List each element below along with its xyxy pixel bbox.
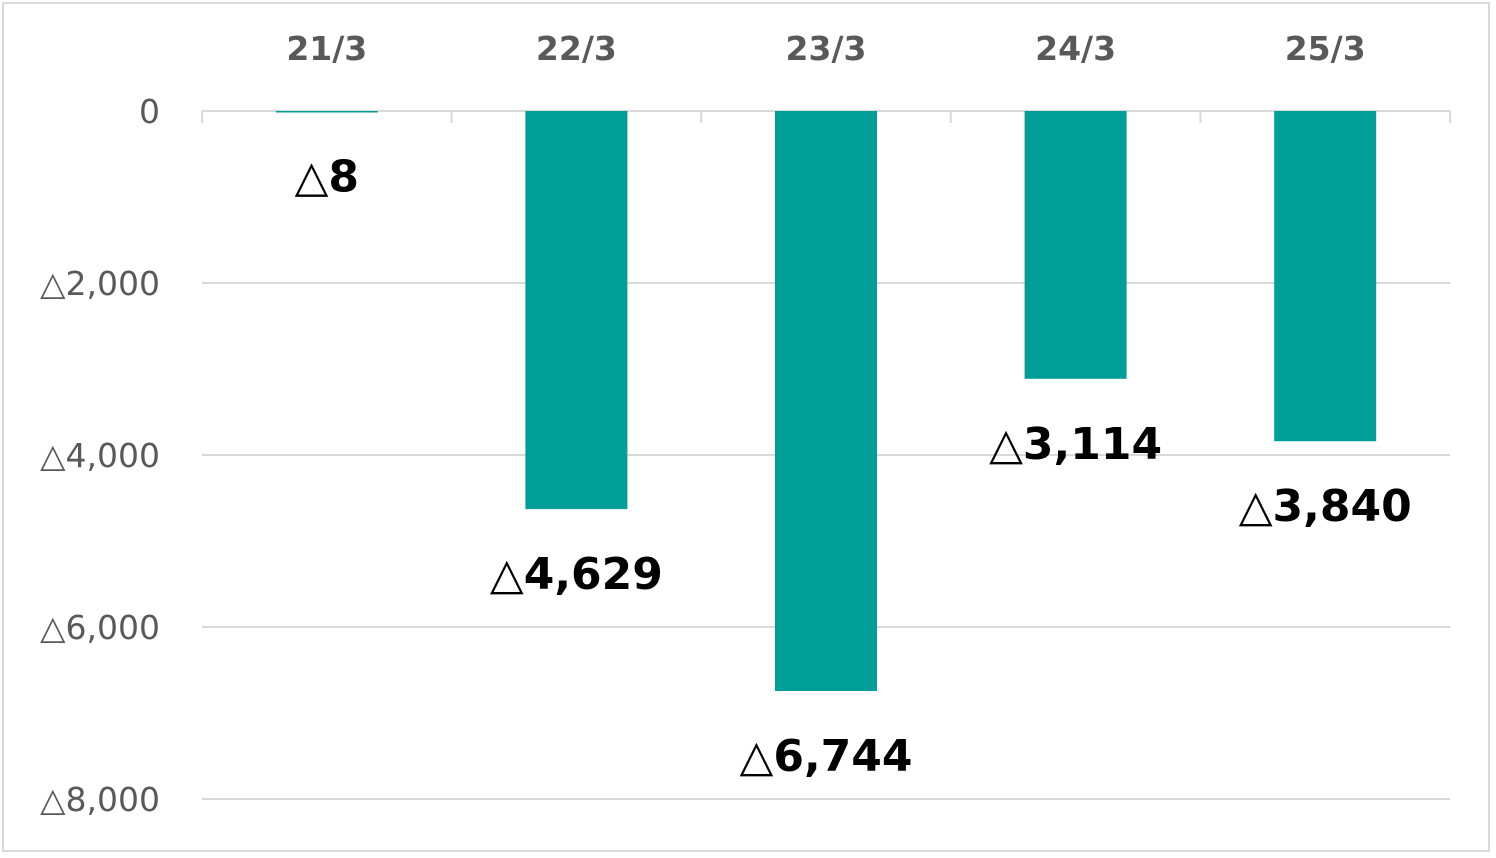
data-label: △3,840: [1239, 481, 1412, 532]
data-labels: △8 △4,629 △6,744 △3,114 △3,840: [295, 152, 1412, 782]
category-label: 22/3: [536, 29, 617, 68]
data-label: △8: [295, 152, 359, 203]
data-label: △6,744: [739, 731, 912, 782]
bar: [775, 111, 877, 691]
y-tick-label: 0: [139, 92, 160, 131]
data-label: △3,114: [989, 419, 1162, 470]
y-tick-label: △8,000: [40, 780, 160, 819]
bar: [275, 111, 378, 113]
axes: 0 △2,000 △4,000 △6,000 △8,000 21/3 22/3 23/3 24/…: [40, 29, 1451, 819]
bar: [1274, 111, 1377, 442]
category-label: 25/3: [1285, 29, 1366, 68]
category-label: 24/3: [1035, 29, 1116, 68]
y-tick-label: △6,000: [40, 608, 160, 647]
data-label: △4,629: [490, 549, 663, 600]
category-label: 23/3: [786, 29, 867, 68]
bar: [525, 111, 628, 510]
bar: [1024, 111, 1127, 379]
category-label: 21/3: [286, 29, 367, 68]
bars: [275, 111, 1377, 691]
y-tick-label: △2,000: [40, 264, 160, 303]
y-tick-label: △4,000: [40, 436, 160, 475]
